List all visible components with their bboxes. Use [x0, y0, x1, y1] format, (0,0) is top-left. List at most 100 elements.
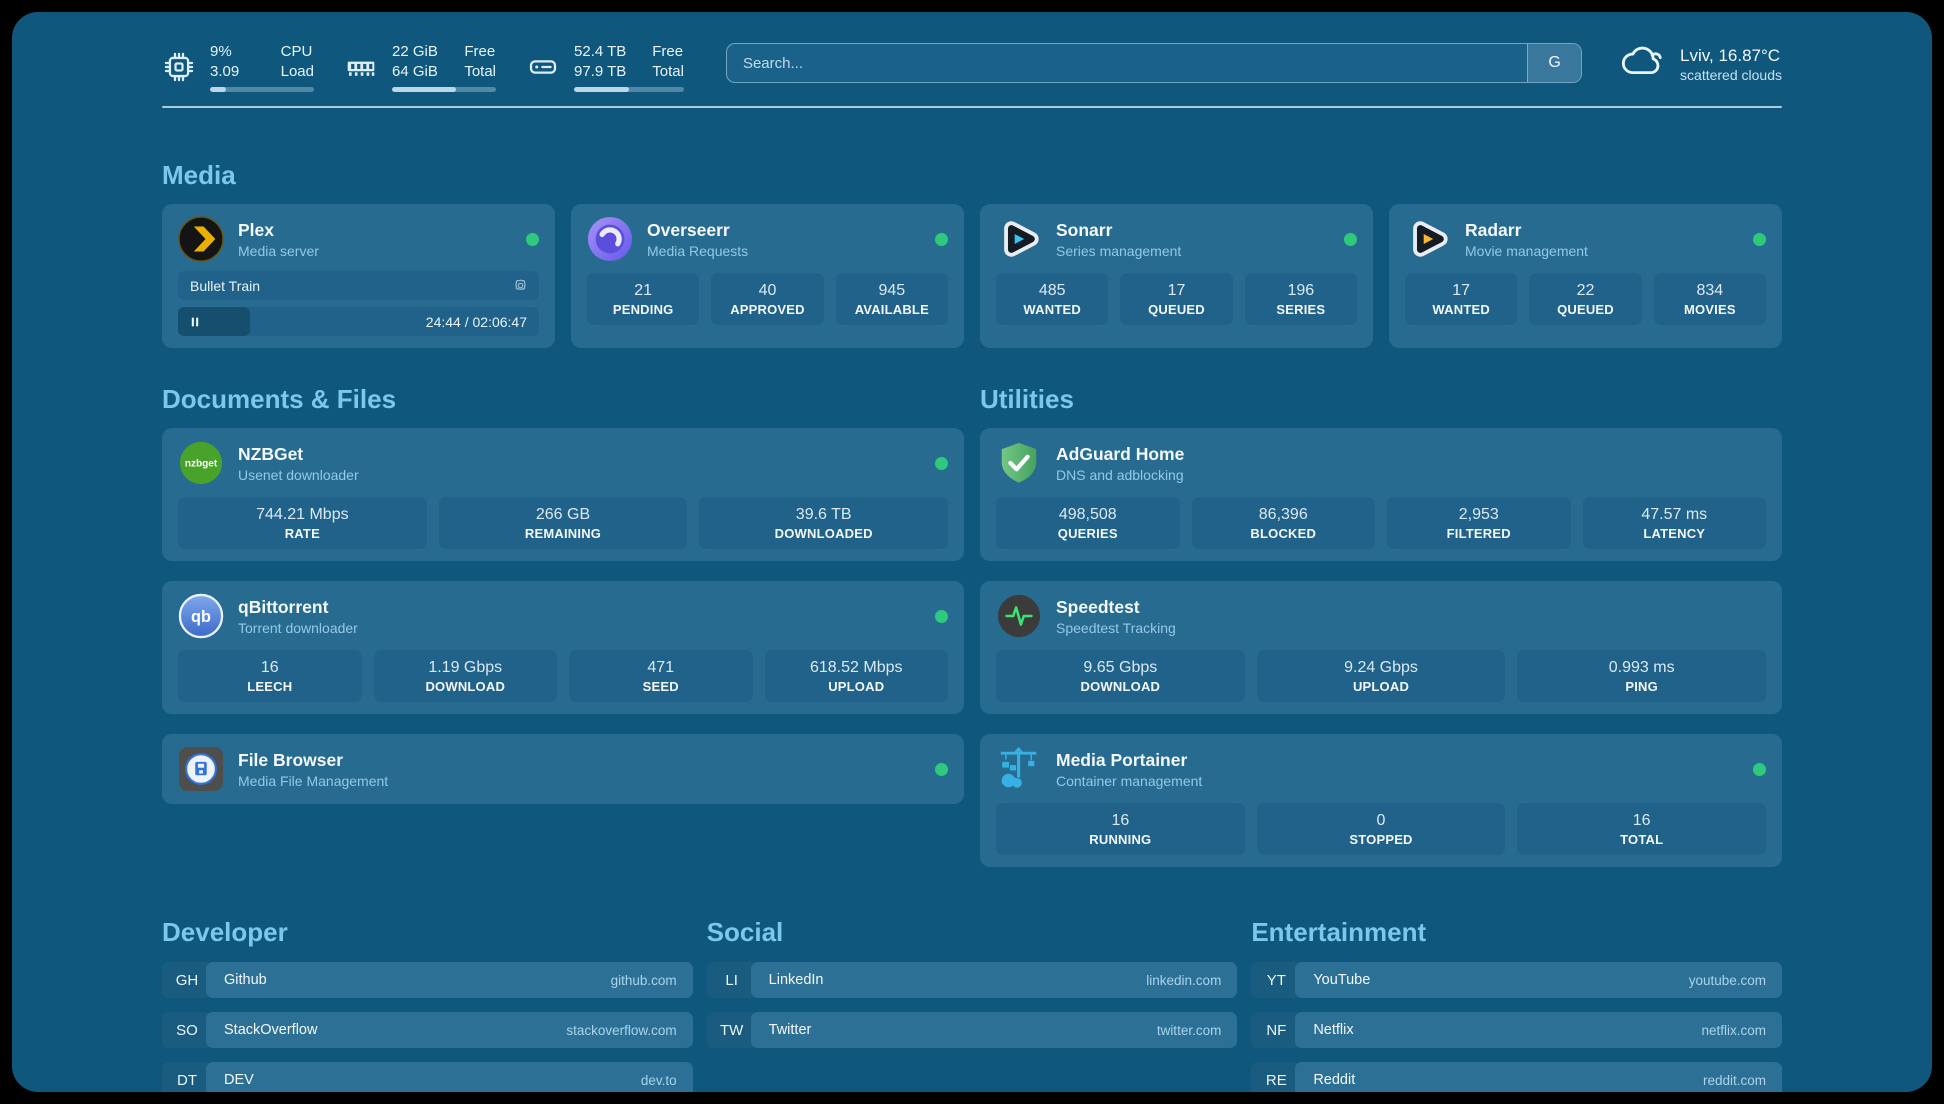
- nzbget-icon: nzbget: [178, 440, 224, 486]
- widget-subtitle: Usenet downloader: [238, 466, 359, 483]
- section-utilities: Utilities AdGuard Home DNS and: [980, 384, 1782, 867]
- widget-subtitle: Speedtest Tracking: [1056, 619, 1176, 636]
- widget-title: qBittorrent: [238, 596, 329, 617]
- disk-stat: 52.4 TB 97.9 TB Free Total: [526, 42, 684, 92]
- bookmark-stackoverflow[interactable]: SO StackOverflow stackoverflow.com: [162, 1012, 693, 1048]
- widget-subtitle: Torrent downloader: [238, 619, 358, 636]
- section-documents: Documents & Files nzbget NZBGet Usenet d…: [162, 384, 964, 867]
- widget-portainer[interactable]: Media Portainer Container management 16 …: [980, 734, 1782, 867]
- stat-box: 498,508 QUERIES: [996, 497, 1180, 549]
- status-indicator: [1753, 232, 1766, 246]
- stat-box: 0.993 ms PING: [1517, 650, 1767, 702]
- memory-total-label: Total: [464, 62, 496, 80]
- playback-progress[interactable]: 24:44 / 02:06:47: [178, 307, 539, 336]
- status-indicator: [1344, 232, 1357, 246]
- bookmark-netflix[interactable]: NF Netflix netflix.com: [1251, 1012, 1782, 1048]
- sonarr-icon: [996, 216, 1042, 262]
- stat-box: 266 GB REMAINING: [438, 497, 688, 549]
- pause-icon[interactable]: [188, 315, 202, 329]
- stat-box: 17 QUEUED: [1120, 273, 1233, 325]
- widget-title: File Browser: [238, 749, 344, 770]
- widget-title: Overseerr: [647, 219, 730, 240]
- status-indicator: [935, 762, 948, 776]
- bookmark-youtube[interactable]: YT YouTube youtube.com: [1251, 962, 1782, 998]
- overseerr-icon: [587, 216, 633, 262]
- widget-qbittorrent[interactable]: qb qBittorrent Torrent downloader 16 LEE…: [162, 581, 964, 714]
- stat-box: 0 STOPPED: [1256, 803, 1506, 855]
- disk-free-value: 52.4 TB: [574, 43, 627, 60]
- bookmark-github[interactable]: GH Github github.com: [162, 962, 693, 998]
- cloud-icon: [1620, 45, 1666, 84]
- top-bar: 9% 3.09 CPU Load: [162, 42, 1782, 92]
- status-indicator: [526, 232, 539, 246]
- widget-filebrowser[interactable]: File Browser Media File Management: [162, 734, 964, 804]
- weather-condition: scattered clouds: [1680, 67, 1782, 84]
- widget-subtitle: Media File Management: [238, 772, 389, 789]
- section-title-documents: Documents & Files: [162, 384, 397, 414]
- stat-box: 86,396 BLOCKED: [1191, 497, 1375, 549]
- stat-box: 16 RUNNING: [996, 803, 1245, 855]
- stat-box: 40 APPROVED: [711, 273, 824, 325]
- bookmark-linkedin[interactable]: LI LinkedIn linkedin.com: [706, 962, 1238, 998]
- gear-icon[interactable]: [512, 277, 529, 294]
- portainer-icon: [996, 746, 1042, 792]
- stat-box: 22 QUEUED: [1529, 273, 1642, 325]
- section-media: Media Plex Media server: [162, 160, 1782, 348]
- search-bar[interactable]: G: [725, 43, 1583, 83]
- playback-progress-fill: [178, 307, 251, 336]
- cpu-usage-value: 9%: [210, 43, 232, 60]
- disk-icon: [526, 50, 560, 84]
- memory-total-value: 64 GiB: [392, 62, 438, 80]
- bookmark-twitter[interactable]: TW Twitter twitter.com: [706, 1012, 1238, 1048]
- section-title-developer: Developer: [162, 917, 288, 947]
- bookmark-dev[interactable]: DT DEV dev.to: [162, 1062, 693, 1092]
- widget-title: NZBGet: [238, 443, 304, 464]
- widget-adguard[interactable]: AdGuard Home DNS and adblocking 498,508 …: [980, 428, 1782, 561]
- svg-text:qb: qb: [191, 608, 211, 626]
- bookmark-group-entertainment: Entertainment YT YouTube youtube.com NF …: [1251, 917, 1782, 1092]
- widget-radarr[interactable]: Radarr Movie management 17 WANTED 22 QUE…: [1389, 204, 1782, 348]
- memory-stat: 22 GiB 64 GiB Free Total: [344, 42, 496, 92]
- stat-box: 9.24 Gbps UPLOAD: [1256, 650, 1506, 702]
- bookmark-abbr: NF: [1251, 1012, 1302, 1048]
- widget-title: Plex: [238, 219, 274, 240]
- widget-plex[interactable]: Plex Media server Bullet Train: [162, 204, 555, 348]
- bookmark-abbr: SO: [162, 1012, 212, 1048]
- widget-nzbget[interactable]: nzbget NZBGet Usenet downloader 744.21 M…: [162, 428, 964, 561]
- stat-box: 618.52 Mbps UPLOAD: [764, 650, 948, 702]
- stat-box: 196 SERIES: [1244, 273, 1357, 325]
- stat-box: 834 MOVIES: [1653, 273, 1766, 325]
- widget-overseerr[interactable]: Overseerr Media Requests 21 PENDING 40 A…: [571, 204, 964, 348]
- section-title-utilities: Utilities: [980, 384, 1074, 414]
- stat-box: 17 WANTED: [1405, 273, 1518, 325]
- stat-box: 9.65 Gbps DOWNLOAD: [996, 650, 1245, 702]
- memory-free-label: Free: [464, 43, 496, 60]
- qbittorrent-icon: qb: [178, 593, 224, 639]
- stat-box: 744.21 Mbps RATE: [178, 497, 427, 549]
- now-playing-bar: Bullet Train: [178, 271, 539, 300]
- memory-free-value: 22 GiB: [392, 43, 438, 60]
- bookmark-abbr: GH: [162, 962, 212, 998]
- stat-box: 21 PENDING: [587, 273, 700, 325]
- widget-sonarr[interactable]: Sonarr Series management 485 WANTED 17 Q…: [980, 204, 1373, 348]
- weather-location-temp: Lviv, 16.87°C: [1680, 45, 1781, 65]
- widget-subtitle: Series management: [1056, 242, 1182, 259]
- search-provider-button[interactable]: G: [1527, 44, 1582, 82]
- cpu-usage-label: CPU: [280, 43, 313, 60]
- dashboard: 9% 3.09 CPU Load: [12, 12, 1932, 1092]
- widget-title: Radarr: [1465, 219, 1522, 240]
- radarr-icon: [1405, 216, 1451, 262]
- bookmark-group-social: Social LI LinkedIn linkedin.com TW Twitt…: [706, 917, 1238, 1092]
- widget-speedtest[interactable]: Speedtest Speedtest Tracking 9.65 Gbps D…: [980, 581, 1782, 714]
- widget-subtitle: DNS and adblocking: [1056, 466, 1184, 483]
- header-divider: [162, 106, 1782, 108]
- weather-widget[interactable]: Lviv, 16.87°C scattered clouds: [1620, 45, 1782, 84]
- cpu-progress-bar: [210, 87, 314, 92]
- disk-free-label: Free: [652, 43, 684, 60]
- cpu-icon: [162, 50, 196, 84]
- bookmark-reddit[interactable]: RE Reddit reddit.com: [1251, 1062, 1782, 1092]
- cpu-load-label: Load: [280, 62, 314, 80]
- widget-title: Speedtest: [1056, 596, 1140, 617]
- search-input[interactable]: [726, 44, 1528, 82]
- memory-progress-bar: [392, 87, 496, 92]
